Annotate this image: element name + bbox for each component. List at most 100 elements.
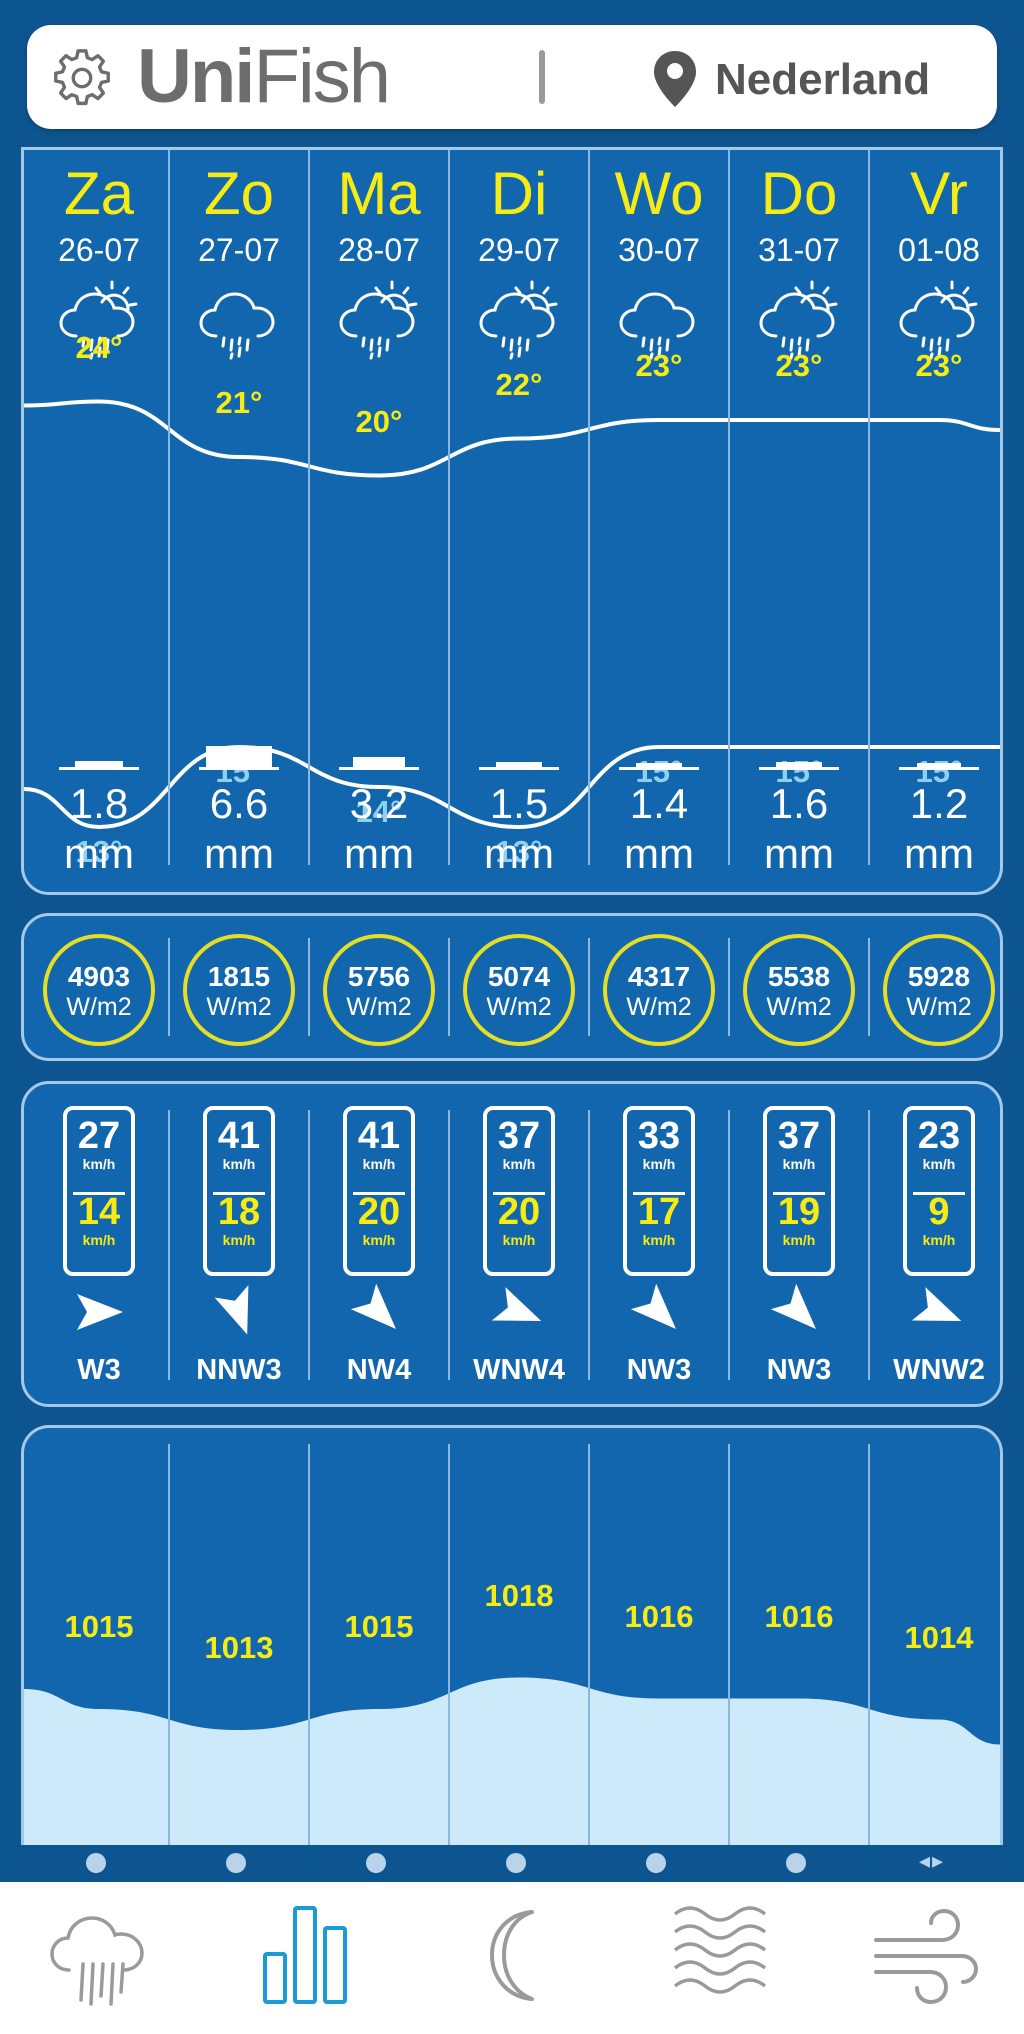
page-dot[interactable] [226,1853,246,1873]
rain-baseline [619,767,699,770]
column-divider [448,150,450,865]
max-temperature: 22° [495,366,543,402]
wind-speed-box: 41 km/h 20 km/h [343,1106,415,1276]
day-column: Wo 30-07 23° 15° 1.4 mm [589,150,729,895]
rain-baseline [199,767,279,770]
wind-average: 20 [497,1191,541,1233]
min-temperature: 13° [75,834,123,869]
min-temperature: 13° [495,834,543,869]
rain-sun-icon [59,280,138,360]
column-divider [448,938,450,1036]
day-date: 27-07 [198,232,280,268]
wind-direction-icon [77,1294,123,1330]
column-divider [588,1110,590,1380]
location-selector[interactable]: Nederland [715,55,931,104]
day-name: Zo [203,160,275,227]
location-pin-icon[interactable] [651,49,699,109]
wind-gust: 37 [777,1115,821,1157]
max-temperature: 23° [915,348,963,383]
rain-unit: mm [624,830,694,877]
rain-amount: 3.2 [349,780,409,827]
wind-box-divider [213,1192,265,1195]
gear-icon[interactable] [51,47,113,109]
page-dot[interactable] [786,1853,806,1873]
wind-gust: 27 [77,1115,121,1157]
solar-unit: W/m2 [766,993,832,1021]
column-divider [168,938,170,1036]
page-dot[interactable] [646,1853,666,1873]
solar-radiation-badge: 5074 W/m2 [463,934,575,1046]
wind-average-unit: km/h [222,1232,256,1248]
day-column: Zo 27-07 21° 15° 6.6 mm [169,150,309,895]
rain-unit: mm [904,830,974,877]
page-dot[interactable] [506,1853,526,1873]
wind-average-unit: km/h [922,1232,956,1248]
solar-value: 5928 [907,961,971,992]
solar-unit: W/m2 [206,993,272,1021]
column-divider [448,1110,450,1380]
rain-bar [636,762,682,767]
scroll-arrows-indicator[interactable]: ◂▸ [919,1848,946,1873]
page-dot[interactable] [86,1853,106,1873]
wind-icon[interactable] [870,1900,980,2010]
wind-box-divider [493,1192,545,1195]
day-name: Ma [337,160,421,227]
rain-unit: mm [344,830,414,877]
wind-direction-label: NW4 [346,1354,412,1386]
page-dot[interactable] [366,1853,386,1873]
wind-speed-box: 37 km/h 19 km/h [763,1106,835,1276]
day-date: 29-07 [478,232,560,268]
wind-average-unit: km/h [782,1232,816,1248]
wind-average: 17 [637,1191,681,1233]
column-divider [308,938,310,1036]
pressure-area [24,1677,1000,1845]
day-name: Wo [614,160,704,227]
rain-baseline [899,767,979,770]
day-column: Do 31-07 23° 15° 1.6 mm [729,150,869,895]
wind-column: 27 km/h 14 km/h W3 [29,1084,169,1404]
day-date: 31-07 [758,232,840,268]
wind-direction-label: NW3 [626,1354,692,1386]
rain-unit: mm [64,830,134,877]
pressure-value: 1014 [904,1619,974,1655]
column-divider [588,150,590,865]
solar-column: 5538 W/m2 [729,916,869,1058]
wind-gust: 33 [637,1115,681,1157]
solar-unit: W/m2 [346,993,412,1021]
rain-baseline [59,767,139,770]
column-divider [728,150,730,865]
header-divider [539,50,545,104]
rain-baseline [759,767,839,770]
pressure-value: 1015 [344,1609,414,1644]
wind-average: 18 [217,1191,261,1233]
day-name: Za [63,160,135,227]
solar-unit: W/m2 [66,993,132,1021]
solar-unit: W/m2 [906,993,972,1021]
wind-direction-icon [214,1285,249,1335]
wind-average-unit: km/h [82,1232,116,1248]
waves-icon[interactable] [665,1900,775,2010]
max-temperature: 20° [355,403,403,439]
column-divider [168,1110,170,1380]
bottom-nav [0,1882,1024,2034]
rain-icon[interactable] [45,1900,155,2010]
rain-unit: mm [204,830,274,877]
wind-average-unit: km/h [642,1232,676,1248]
wind-gust-unit: km/h [782,1156,816,1172]
solar-unit: W/m2 [626,993,692,1021]
wind-direction-icon [491,1287,542,1321]
solar-column: 4317 W/m2 [589,916,729,1058]
moon-icon[interactable] [462,1900,572,2010]
day-date: 01-08 [898,232,980,268]
wind-speed-box: 27 km/h 14 km/h [63,1106,135,1276]
pressure-value: 1016 [624,1598,694,1634]
chart-bars-icon[interactable] [252,1900,362,2010]
pressure-panel: 1015 1013 1015 1018 1016 1016 1014 [21,1425,1003,1845]
wind-gust-unit: km/h [922,1156,956,1172]
wind-speed-box: 23 km/h 9 km/h [903,1106,975,1276]
wind-column: 41 km/h 18 km/h NNW3 [169,1084,309,1404]
wind-average-unit: km/h [362,1232,396,1248]
wind-gust-unit: km/h [82,1156,116,1172]
wind-gust: 41 [357,1115,401,1157]
wind-direction-label: WNW2 [893,1354,985,1386]
